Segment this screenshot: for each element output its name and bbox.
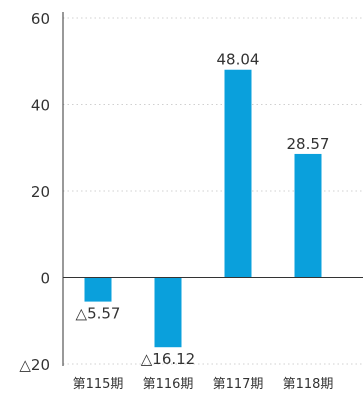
y-tick-label: △20 (19, 356, 50, 374)
x-tick-label: 第116期 (143, 377, 194, 392)
x-tick-label: 第115期 (73, 377, 124, 392)
y-tick-label: 60 (31, 10, 50, 28)
y-tick-label: 0 (40, 270, 50, 288)
bars (84, 69, 322, 348)
x-tick-label: 第118期 (283, 377, 334, 392)
bar-第116期 (154, 277, 182, 348)
y-tick-label: 20 (31, 183, 50, 201)
data-label: △5.57 (76, 305, 121, 323)
x-tick-label: 第117期 (213, 377, 264, 392)
gridlines (63, 17, 363, 365)
x-tick-labels: 第115期 第116期 第117期 第118期 (73, 377, 334, 392)
bar-第115期 (84, 277, 112, 302)
data-label: △16.12 (141, 350, 195, 368)
data-label: 48.04 (217, 51, 260, 69)
y-tick-labels: 60 40 20 0 △20 (19, 10, 50, 374)
bar-第118期 (294, 153, 322, 278)
y-tick-label: 40 (31, 97, 50, 115)
axes (62, 12, 363, 366)
bar-第117期 (224, 69, 252, 278)
data-labels: △5.57 △16.12 48.04 28.57 (76, 51, 330, 368)
data-label: 28.57 (287, 135, 330, 153)
